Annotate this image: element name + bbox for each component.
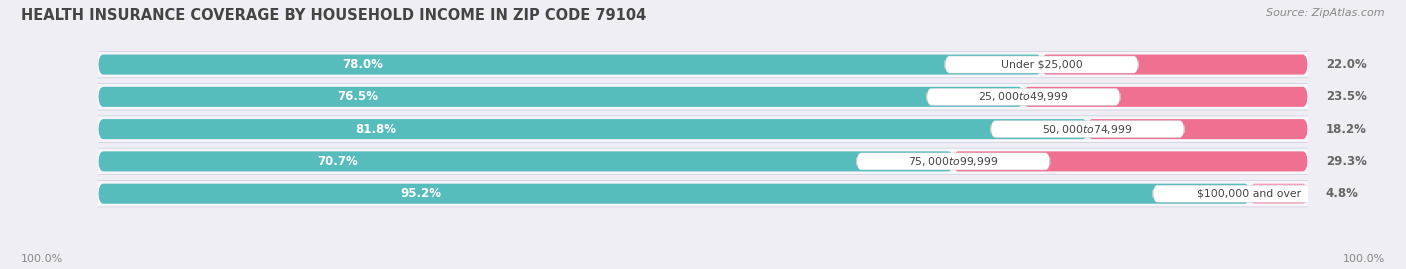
FancyBboxPatch shape bbox=[98, 151, 953, 171]
Text: 22.0%: 22.0% bbox=[1326, 58, 1367, 71]
FancyBboxPatch shape bbox=[98, 87, 1024, 107]
Text: 81.8%: 81.8% bbox=[354, 123, 396, 136]
Text: 4.8%: 4.8% bbox=[1326, 187, 1358, 200]
Text: 29.3%: 29.3% bbox=[1326, 155, 1367, 168]
FancyBboxPatch shape bbox=[86, 148, 1320, 175]
FancyBboxPatch shape bbox=[86, 84, 1320, 110]
Text: $100,000 and over: $100,000 and over bbox=[1198, 189, 1302, 199]
FancyBboxPatch shape bbox=[98, 119, 1087, 139]
Text: Under $25,000: Under $25,000 bbox=[1001, 59, 1083, 70]
FancyBboxPatch shape bbox=[1250, 184, 1308, 204]
Text: Source: ZipAtlas.com: Source: ZipAtlas.com bbox=[1267, 8, 1385, 18]
FancyBboxPatch shape bbox=[98, 55, 1042, 75]
Text: 23.5%: 23.5% bbox=[1326, 90, 1367, 103]
Text: $25,000 to $49,999: $25,000 to $49,999 bbox=[979, 90, 1069, 103]
FancyBboxPatch shape bbox=[86, 180, 1320, 207]
Text: 78.0%: 78.0% bbox=[342, 58, 382, 71]
FancyBboxPatch shape bbox=[1042, 55, 1308, 75]
Text: 70.7%: 70.7% bbox=[318, 155, 359, 168]
FancyBboxPatch shape bbox=[856, 153, 1050, 170]
Text: $75,000 to $99,999: $75,000 to $99,999 bbox=[908, 155, 998, 168]
FancyBboxPatch shape bbox=[1024, 87, 1308, 107]
FancyBboxPatch shape bbox=[1153, 185, 1347, 202]
FancyBboxPatch shape bbox=[945, 56, 1139, 73]
Text: 76.5%: 76.5% bbox=[337, 90, 378, 103]
FancyBboxPatch shape bbox=[98, 184, 1250, 204]
FancyBboxPatch shape bbox=[991, 121, 1184, 138]
FancyBboxPatch shape bbox=[86, 51, 1320, 78]
Text: 100.0%: 100.0% bbox=[1343, 254, 1385, 264]
FancyBboxPatch shape bbox=[1087, 119, 1308, 139]
Text: HEALTH INSURANCE COVERAGE BY HOUSEHOLD INCOME IN ZIP CODE 79104: HEALTH INSURANCE COVERAGE BY HOUSEHOLD I… bbox=[21, 8, 647, 23]
Text: $50,000 to $74,999: $50,000 to $74,999 bbox=[1042, 123, 1133, 136]
FancyBboxPatch shape bbox=[953, 151, 1308, 171]
FancyBboxPatch shape bbox=[927, 88, 1121, 105]
Text: 18.2%: 18.2% bbox=[1326, 123, 1367, 136]
Text: 100.0%: 100.0% bbox=[21, 254, 63, 264]
FancyBboxPatch shape bbox=[86, 116, 1320, 142]
Text: 95.2%: 95.2% bbox=[401, 187, 441, 200]
